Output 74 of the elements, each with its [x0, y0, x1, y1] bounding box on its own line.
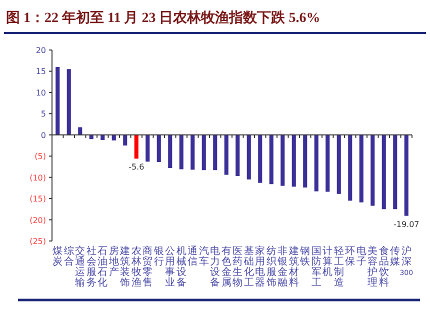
x-tick-label: 美容护理	[366, 245, 378, 288]
bar	[202, 134, 206, 170]
x-tick-label: 房地产	[108, 245, 119, 278]
bar	[269, 134, 274, 184]
x-tick-label: 纺织服饰	[265, 245, 276, 288]
bar	[303, 134, 308, 188]
x-tick-label: 传媒	[390, 246, 400, 268]
x-tick-label: 计算机	[322, 245, 333, 278]
bar	[314, 134, 318, 192]
bar	[246, 134, 251, 180]
y-tick-label: 10	[36, 88, 46, 98]
x-tick-label: 非银金融	[276, 245, 288, 288]
x-tick-label: 银行	[152, 246, 164, 268]
x-tick-label: 社会服务	[86, 245, 96, 288]
x-tick-label: 建筑装饰	[119, 245, 130, 288]
bar	[348, 134, 352, 201]
x-tick-label: 商贸零售	[142, 245, 153, 288]
y-tick-label: (5)	[34, 152, 46, 162]
x-tick-label: 机械设备	[176, 245, 186, 288]
x-tick-label: 医药生物	[232, 246, 243, 288]
bar	[78, 127, 82, 135]
x-tick-label: 公用事业	[165, 245, 176, 288]
bar	[280, 134, 285, 186]
x-tick-label: 环保	[345, 246, 356, 268]
x-tick-label: 基础化工	[242, 245, 254, 288]
x-tick-label: 通信	[188, 245, 198, 268]
x-tick-label: 石油石化	[98, 246, 108, 288]
bar	[190, 134, 195, 170]
x-tick-label: 家用电器	[255, 245, 266, 288]
y-tick-label: (25)	[30, 237, 46, 246]
bar	[382, 134, 386, 210]
x-tick-label: 汽车	[198, 245, 209, 268]
y-tick-label: (10)	[30, 173, 46, 182]
chart-title: 图 1：22 年初至 11 月 23 日农林牧渔指数下跌 5.6%	[6, 9, 320, 26]
bar	[146, 134, 150, 162]
x-tick-label: 钢铁	[299, 246, 310, 268]
x-tick-label: 电子	[356, 245, 366, 268]
bar	[292, 134, 296, 187]
y-tick-label: 0	[40, 130, 46, 140]
bar	[370, 134, 375, 206]
bar	[326, 134, 330, 192]
x-tick-label: 电力设备	[210, 245, 220, 288]
y-tick-label: (20)	[30, 216, 46, 225]
y-tick-label: 5	[40, 110, 46, 119]
bar	[179, 134, 184, 170]
y-tick-label: (15)	[30, 194, 46, 204]
x-tick-label: 建筑材料	[288, 245, 299, 288]
x-tick-label: 轻工制造	[334, 245, 344, 288]
x-tick-label: 食品饮料	[378, 245, 389, 288]
bar	[168, 134, 172, 168]
x-tick-label: 交通运输	[75, 245, 86, 288]
x-tick-label: 综合	[64, 245, 74, 268]
bar	[404, 134, 408, 216]
bar	[224, 134, 228, 175]
x-tick-label: 农林牧渔	[130, 246, 142, 288]
bar	[393, 134, 398, 210]
y-tick-label: 20	[36, 46, 46, 55]
bar	[123, 134, 128, 146]
y-tick-label: 15	[36, 67, 46, 76]
bar	[359, 134, 364, 202]
x-tick-label: 国防军工	[311, 246, 322, 288]
x-tick-label: 煤炭	[52, 245, 63, 268]
bar	[213, 134, 218, 170]
x-tick-label: 有色金属	[221, 245, 232, 288]
bar	[66, 69, 71, 135]
bar	[112, 134, 116, 140]
bar	[336, 134, 341, 194]
bar	[56, 66, 60, 135]
bar	[236, 134, 240, 176]
bar	[258, 134, 262, 183]
bar	[134, 134, 138, 159]
data-label: -19.07	[393, 220, 420, 229]
data-label: -5.6	[128, 162, 144, 172]
bar	[156, 134, 161, 162]
